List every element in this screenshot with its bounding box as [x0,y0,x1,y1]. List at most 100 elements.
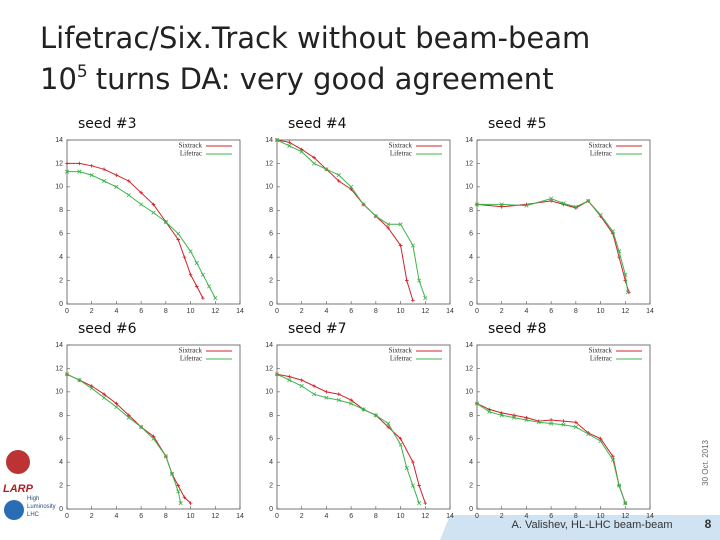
point [274,137,280,143]
point [188,272,193,277]
point [561,201,566,206]
plot-frame [276,344,451,510]
point [139,202,144,207]
y-tick-label: 8 [469,207,473,214]
point [287,143,292,148]
x-tick-label: 6 [349,513,353,520]
point [65,161,69,166]
point [178,501,183,506]
x-tick-label: 0 [65,308,69,315]
x-tick-label: 4 [114,513,118,520]
point [474,202,480,207]
point [549,196,554,201]
y-tick-label: 12 [265,160,273,167]
x-tick-label: 8 [374,308,378,315]
footer-author: A. Valishev, HL-LHC beam-beam [512,519,673,531]
point [398,436,403,441]
point [163,454,168,459]
logo-lhc [6,450,30,474]
x-tick-label: 14 [446,513,454,520]
x-tick-label: 2 [500,308,504,315]
y-tick-label: 2 [269,277,273,284]
x-tick-label: 0 [275,308,279,315]
x-tick-label: 14 [646,513,654,520]
y-tick-label: 14 [265,137,273,144]
y-tick-label: 4 [269,459,273,466]
point [201,296,205,300]
x-tick-label: 10 [397,513,405,520]
point [114,173,119,177]
point [176,483,181,488]
point [512,413,516,418]
point [410,243,416,248]
point [411,460,415,464]
point [625,290,630,295]
y-tick-label: 14 [55,342,63,349]
point [617,483,622,488]
point [89,163,94,168]
y-tick-label: 12 [265,365,273,372]
point [349,401,354,406]
legend-label: Sixtrack [179,347,203,355]
y-tick-label: 8 [59,207,63,214]
y-tick-label: 14 [265,342,273,349]
x-tick-label: 14 [646,308,654,315]
y-tick-label: 6 [269,231,273,238]
x-tick-label: 0 [475,308,479,315]
x-tick-label: 6 [349,308,353,315]
y-tick-label: 2 [59,482,63,489]
point [336,179,341,183]
chart-title: seed #4 [288,116,347,132]
point [398,243,403,248]
point [411,298,415,303]
x-tick-label: 10 [597,513,605,520]
point [324,167,329,172]
point [598,438,603,444]
title-sup: 5 [77,62,88,82]
series-line [66,373,191,504]
point [324,395,329,400]
point [274,372,280,377]
logo-text: Luminosity [27,504,56,510]
point [598,212,603,218]
point [524,417,529,423]
point [610,229,616,234]
point [299,383,304,389]
point [349,184,354,189]
point [126,413,131,418]
x-tick-label: 6 [549,308,553,315]
legend-label: Sixtrack [389,347,413,355]
point [361,407,366,412]
point [499,411,504,415]
point [423,501,428,505]
x-tick-label: 4 [524,513,528,520]
point [169,471,175,476]
point [311,392,317,397]
point [114,184,119,189]
point [404,278,409,283]
x-tick-label: 12 [421,308,429,315]
x-tick-label: 14 [236,308,244,315]
y-tick-label: 8 [59,412,63,419]
point [126,415,131,420]
y-tick-label: 0 [469,301,473,308]
point [524,203,529,208]
point [77,161,82,166]
y-tick-label: 14 [465,342,473,349]
y-tick-label: 10 [265,389,273,396]
x-tick-label: 0 [65,513,69,520]
point [176,231,181,236]
logo-text: High [27,496,39,502]
point [549,418,553,422]
x-tick-label: 12 [621,308,629,315]
point [77,378,82,383]
series-line [66,373,182,504]
point [623,501,628,506]
point [404,465,409,471]
x-tick-label: 0 [475,513,479,520]
x-tick-label: 14 [446,308,454,315]
series-line [276,373,426,504]
chart-title: seed #5 [488,116,547,132]
point [182,255,187,259]
y-tick-label: 2 [469,482,473,489]
